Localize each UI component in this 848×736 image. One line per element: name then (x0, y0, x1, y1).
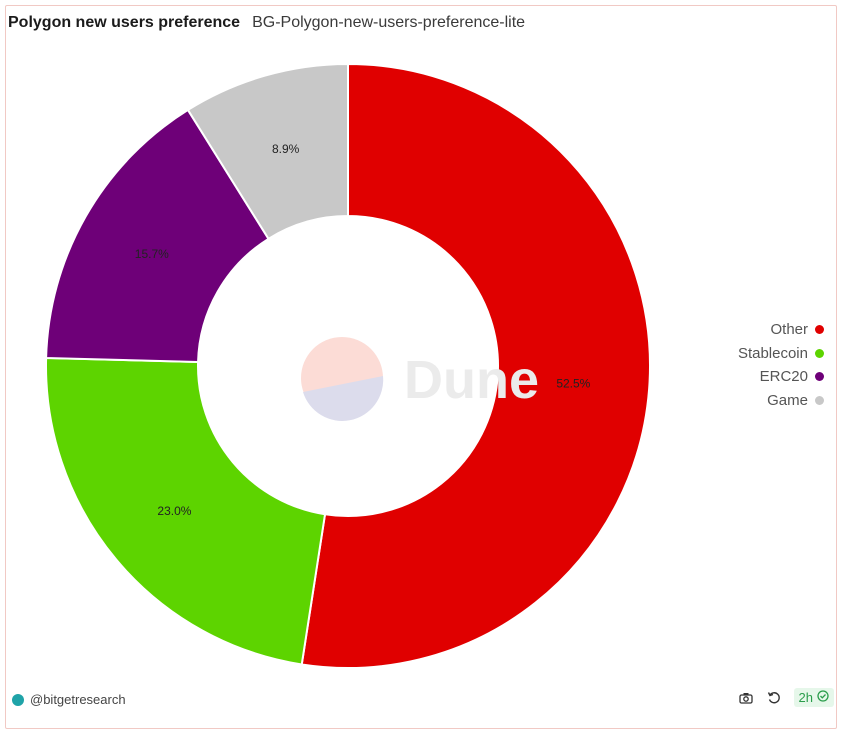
legend-label: ERC20 (759, 368, 808, 386)
slice-game[interactable] (186, 62, 349, 241)
refresh-icon[interactable] (766, 690, 782, 706)
legend-label: Game (767, 391, 808, 409)
slice-other[interactable] (300, 62, 651, 669)
legend: Other Stablecoin ERC20 Game (664, 318, 824, 412)
legend-swatch (815, 348, 824, 358)
data-label-game: 8.9% (272, 142, 300, 156)
footer-actions: 2h (738, 688, 834, 707)
legend-item-other[interactable]: Other (664, 318, 824, 342)
dune-watermark: Dune (301, 337, 539, 421)
legend-item-stablecoin[interactable]: Stablecoin (664, 342, 824, 366)
legend-swatch (815, 372, 824, 382)
author-label[interactable]: @bitgetresearch (30, 692, 126, 707)
slice-erc20[interactable] (45, 108, 270, 364)
footer: @bitgetresearch (12, 692, 126, 707)
data-label-other: 52.5% (556, 376, 590, 390)
chart-title: Polygon new users preference (8, 14, 241, 31)
chart-header: Polygon new users preference BG-Polygon-… (8, 14, 525, 32)
slice-stablecoin[interactable] (45, 356, 327, 666)
watermark-logo-bottom (303, 376, 384, 421)
camera-icon[interactable] (738, 690, 754, 706)
bitget-logo-icon (12, 693, 24, 706)
refresh-interval: 2h (798, 690, 813, 705)
legend-item-erc20[interactable]: ERC20 (664, 365, 824, 389)
legend-label: Other (770, 321, 808, 339)
chart-subtitle: BG-Polygon-new-users-preference-lite (252, 14, 526, 31)
watermark-text: Dune (404, 350, 539, 410)
data-label-stablecoin: 23.0% (157, 504, 191, 518)
legend-swatch (815, 395, 824, 405)
legend-label: Stablecoin (737, 344, 808, 362)
data-label-erc20: 15.7% (135, 247, 169, 261)
refresh-status-badge[interactable]: 2h (793, 688, 834, 707)
check-circle-icon (817, 690, 829, 705)
legend-item-game[interactable]: Game (664, 389, 824, 413)
legend-swatch (815, 325, 824, 335)
